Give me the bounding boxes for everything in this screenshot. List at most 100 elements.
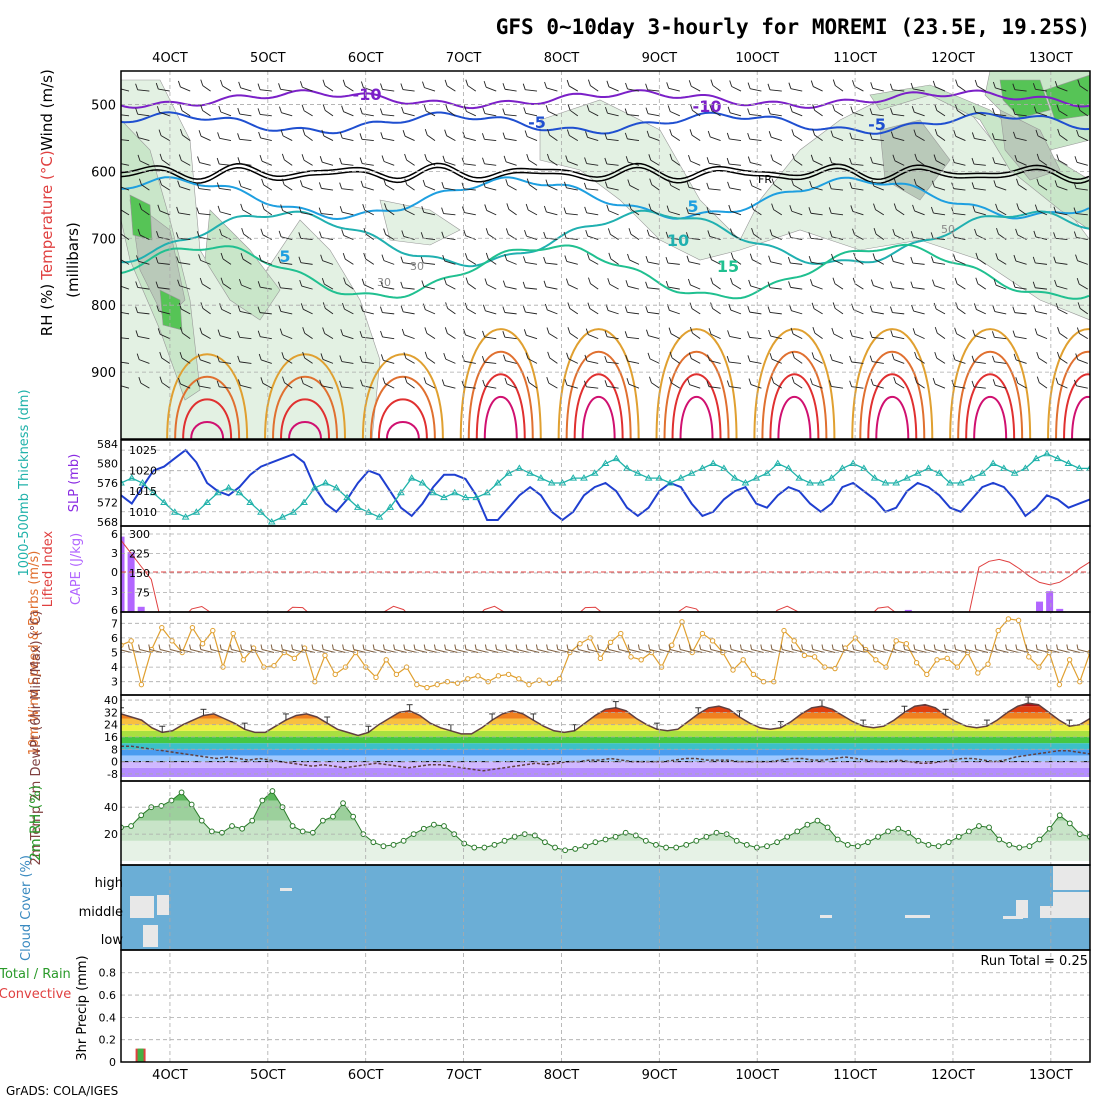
wind-barb-flag (197, 353, 201, 360)
rh-marker (481, 844, 488, 851)
wind-barb (875, 209, 885, 216)
wind-barb-flag (135, 330, 139, 337)
surface-barb-flag (505, 644, 508, 650)
temp-band (121, 712, 1090, 719)
wind-barb-flag (445, 104, 449, 111)
wind-barb (447, 308, 456, 315)
surface-barb-flag (831, 644, 834, 650)
wind-barb-flag (258, 353, 262, 361)
wind-barb-flag (770, 154, 774, 161)
wind-barb (158, 310, 170, 315)
surface-barb-flag (219, 644, 222, 650)
surface-barb (710, 649, 723, 653)
wind-barb-flag (463, 105, 467, 112)
surface-barb (884, 649, 897, 653)
wind-barb (1058, 159, 1068, 166)
wind-barb (790, 88, 803, 92)
wind-barb-flag (219, 228, 223, 236)
wind-barb-flag (261, 178, 265, 185)
warm-contour (174, 375, 241, 439)
wind-barb-flag (954, 277, 958, 285)
contour-label: 30 (377, 276, 391, 289)
wind-barb-flag (1012, 330, 1016, 337)
wind-barb-flag (1073, 379, 1077, 387)
wind-barb-flag (666, 82, 670, 89)
thickness-marker (343, 493, 351, 501)
wind-barb-flag (628, 203, 632, 210)
wind-speed-marker (159, 624, 165, 631)
wind-barb (508, 208, 517, 216)
wind-barb (1038, 382, 1048, 389)
wind-barb (283, 357, 293, 364)
wind-barb (281, 112, 293, 117)
wind-barb (139, 234, 150, 241)
thickness-marker (407, 474, 416, 481)
wind-barb-flag (812, 104, 816, 111)
slp-axis-title: 1000-500mb Thickness (dm) (17, 389, 32, 576)
surface-barb (894, 649, 907, 653)
wind-barb-flag (730, 228, 733, 235)
wind-barb (344, 308, 354, 315)
wind-barb-flag (463, 328, 466, 336)
wind-speed-marker (383, 657, 389, 663)
wind-barb (464, 212, 476, 216)
wind-barb (627, 336, 640, 340)
wind-barb-flag (890, 281, 893, 288)
wind-barb-flag (767, 306, 771, 313)
wind-barb (955, 259, 966, 265)
wind-barb-flag (503, 155, 507, 162)
wind-barb (793, 135, 803, 141)
wind-barb-flag (1015, 228, 1019, 235)
wind-barb (934, 383, 946, 389)
wind-barb (1057, 308, 1068, 315)
wind-speed-marker (128, 638, 134, 644)
wind-barb (569, 109, 579, 117)
wind-barb (1077, 359, 1088, 364)
warm-contour (361, 353, 444, 439)
wind-barb-flag (789, 205, 793, 212)
wind-barb (974, 335, 986, 340)
wind-barb (608, 86, 619, 92)
wind-barb-flag (727, 106, 731, 113)
surface-barb-flag (352, 644, 355, 650)
wind-barb-flag (870, 378, 874, 386)
wind-barb (607, 187, 619, 191)
x-tick-label-top: 7OCT (446, 51, 482, 66)
thickness-marker (935, 469, 944, 476)
wind-barb-flag (115, 356, 117, 362)
wind-barb-flag (198, 130, 202, 137)
wind-barb-flag (809, 180, 813, 188)
wind-barb (303, 308, 313, 315)
wind-barb (302, 185, 313, 191)
wind-barb (1078, 283, 1089, 290)
wind-barb-flag (400, 83, 404, 90)
wind-barb (915, 184, 925, 191)
wind-barb-flag (749, 253, 753, 260)
surface-barb (669, 649, 683, 653)
wind-barb (181, 308, 191, 315)
wind-barb (406, 184, 415, 191)
wind-barb-flag (689, 302, 693, 309)
wind-barb-flag (360, 304, 364, 312)
wind-barb-flag (156, 106, 160, 113)
wind-barb-flag (404, 376, 408, 383)
wind-barb-flag (505, 228, 509, 235)
wind-barb (261, 260, 272, 265)
surface-wind-barbs (121, 644, 1090, 653)
surface-barb-flag (1015, 644, 1018, 650)
wind-barb (875, 233, 885, 240)
wind-barb-flag (1073, 207, 1077, 214)
wind-barb (161, 357, 171, 364)
wind-barb-flag (849, 132, 853, 139)
surface-barb-flag (311, 644, 314, 650)
wind-barb (629, 185, 640, 191)
wind-barb-flag (792, 153, 795, 160)
wind-barb-flag (544, 81, 547, 89)
surface-barb-flag (760, 644, 763, 650)
wind-barb (402, 262, 415, 265)
surface-barb-flag (627, 644, 630, 650)
wind-barb-flag (237, 355, 241, 363)
wind-barb (504, 312, 517, 315)
x-tick-label-bottom: 7OCT (446, 1068, 482, 1083)
